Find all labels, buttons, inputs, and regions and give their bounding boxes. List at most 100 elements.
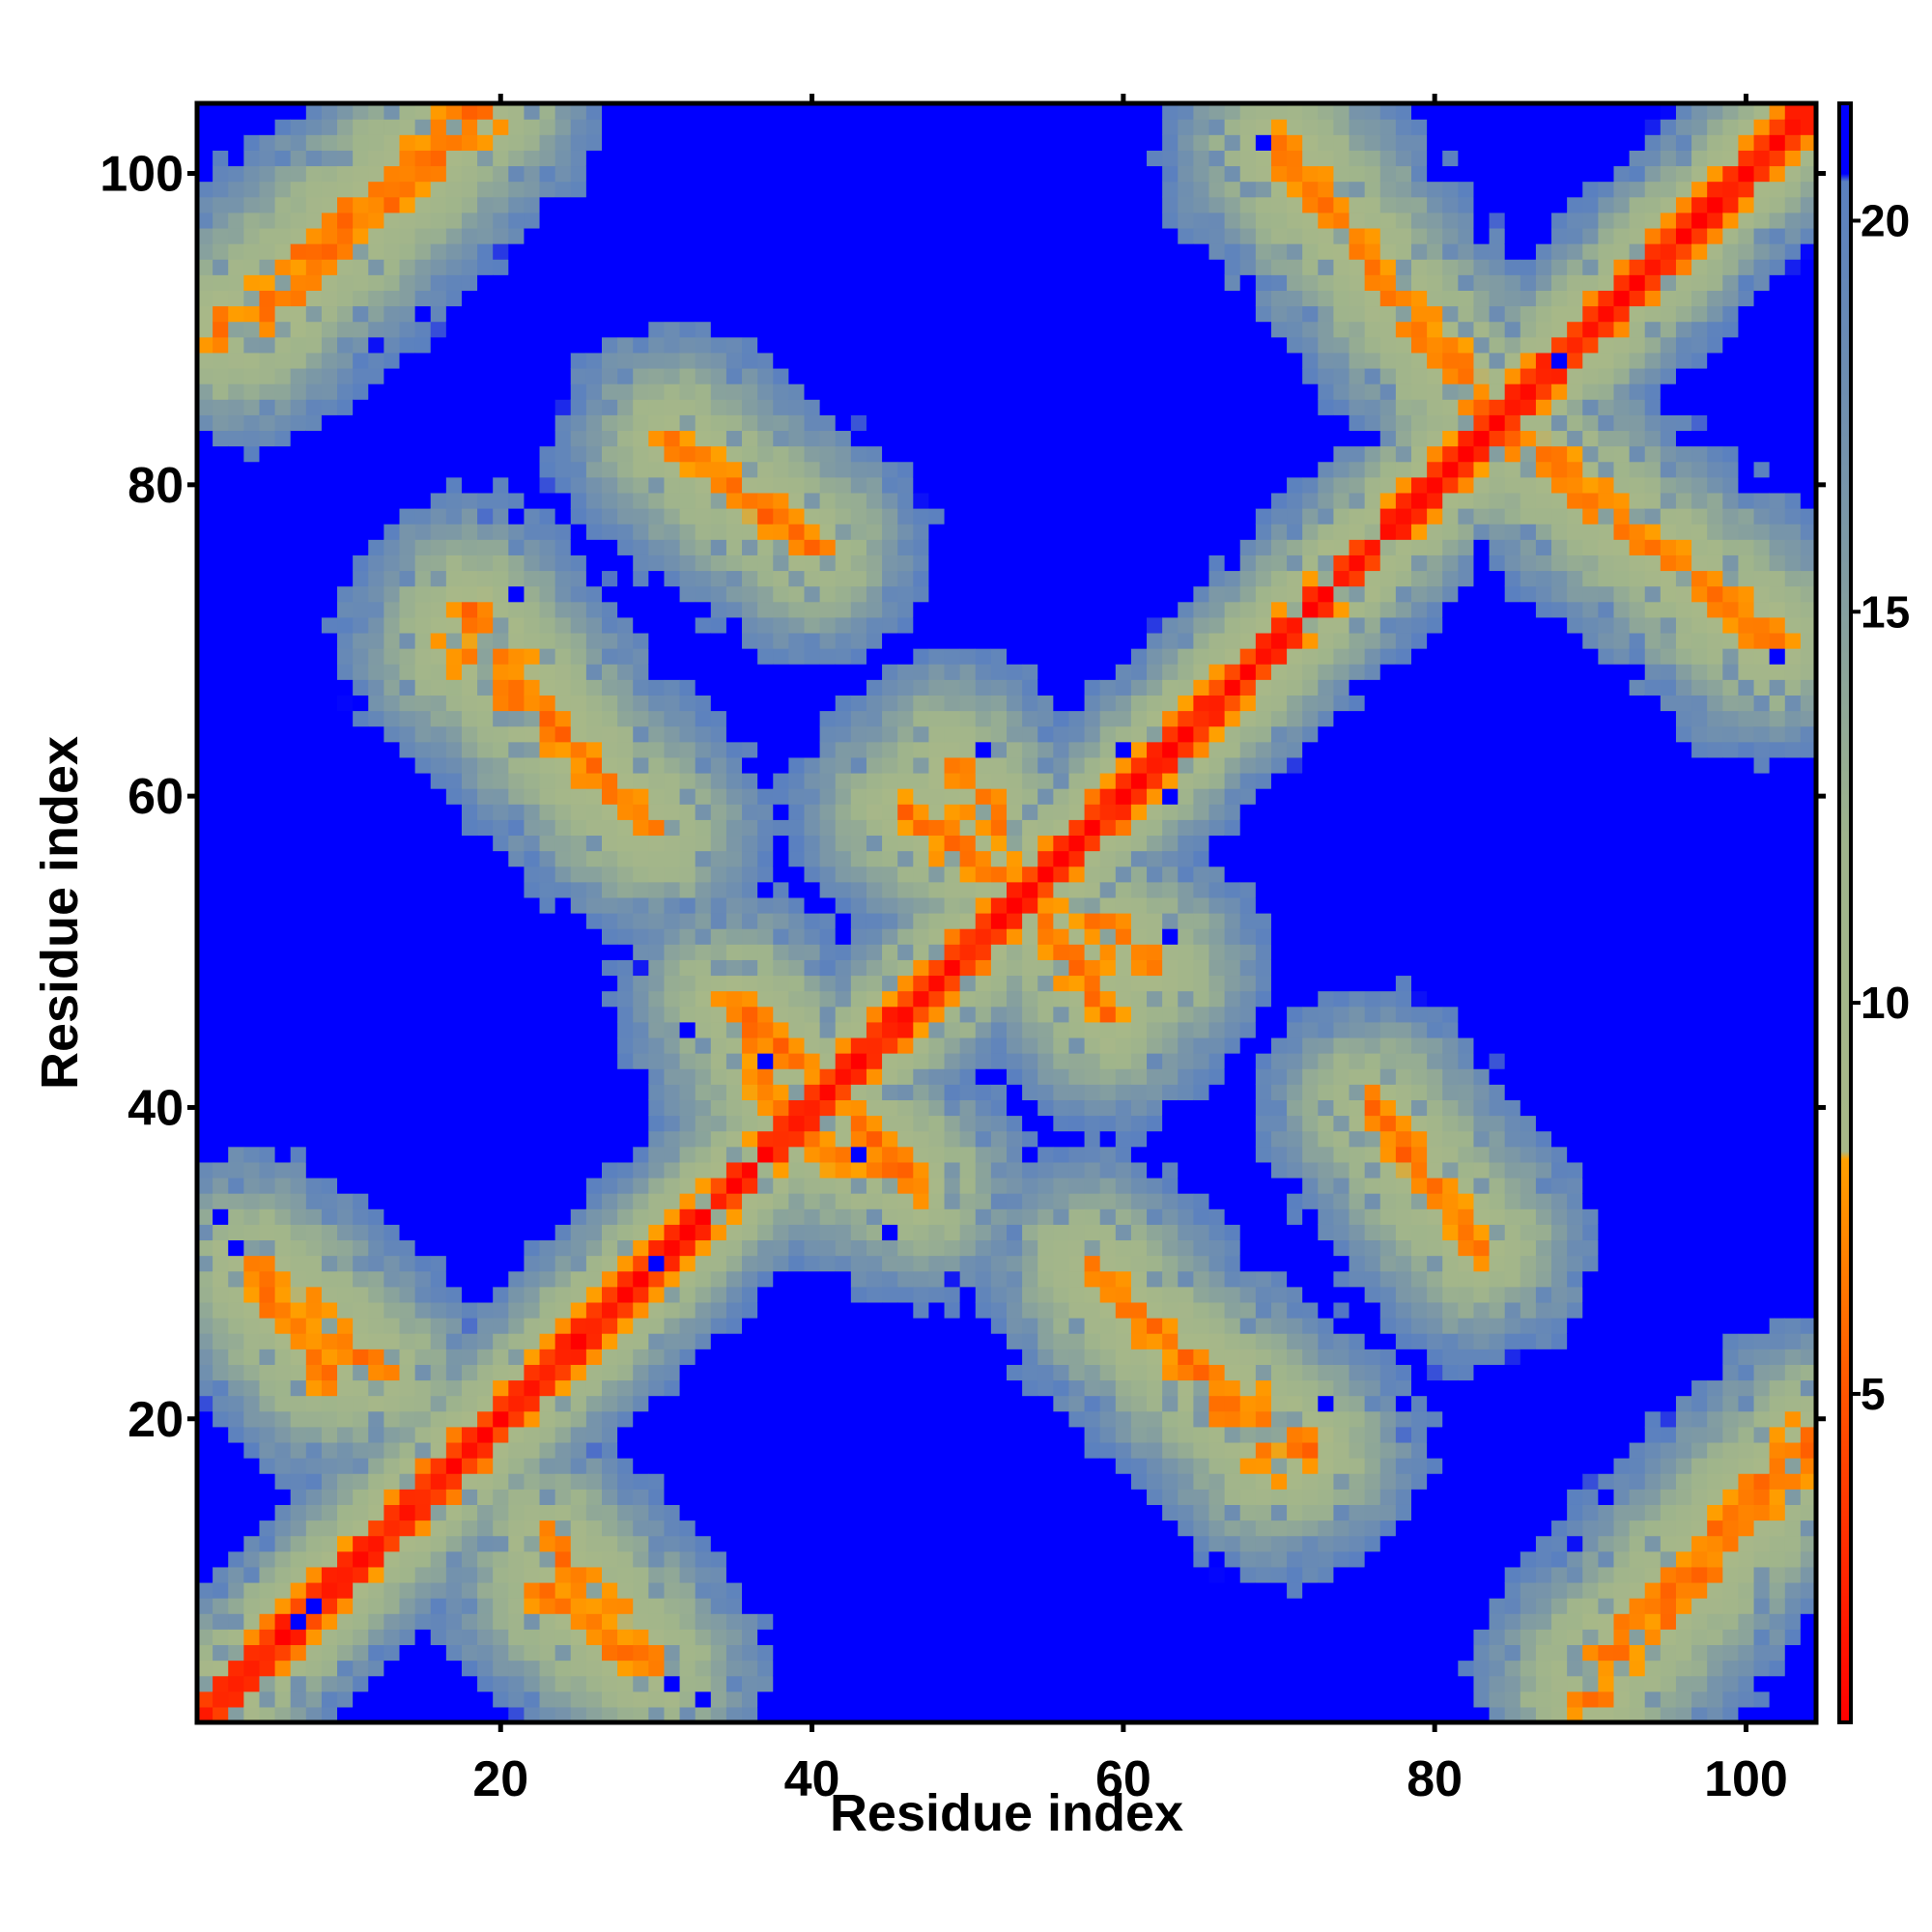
heatmap-cell [430,788,447,805]
heatmap-cell [742,1489,758,1505]
heatmap-cell [570,1489,587,1505]
heatmap-cell [228,1270,244,1288]
heatmap-cell [633,1489,649,1505]
heatmap-cell [850,165,867,183]
heatmap-cell [554,585,572,603]
heatmap-cell [788,570,806,587]
heatmap-cell [570,648,587,665]
heatmap-cell [228,1115,244,1132]
heatmap-cell [913,1349,930,1365]
heatmap-cell [493,944,509,960]
heatmap-cell [399,1255,416,1272]
heatmap-cell [384,399,401,415]
heatmap-cell [321,866,338,883]
heatmap-cell [602,212,618,229]
heatmap-cell [695,150,712,167]
heatmap-cell [679,1489,696,1505]
heatmap-cell [695,1613,712,1630]
heatmap-cell [617,1349,634,1365]
heatmap-cell [928,259,946,275]
heatmap-cell [757,212,774,229]
heatmap-cell [384,990,401,1008]
heatmap-cell [928,243,946,260]
heatmap-cell [197,1333,213,1350]
heatmap-cell [197,772,213,789]
heatmap-cell [585,1644,603,1662]
heatmap-cell [788,1068,806,1085]
heatmap-cell [679,305,696,323]
heatmap-cell [679,1084,696,1100]
heatmap-cell [633,1130,649,1148]
heatmap-cell [773,1177,789,1194]
heatmap-cell [290,632,307,649]
heatmap-cell [882,1629,898,1646]
heatmap-cell [710,367,727,384]
heatmap-cell [243,664,261,680]
heatmap-cell [819,679,837,696]
heatmap-cell [399,1473,416,1490]
heatmap-cell [274,1550,292,1568]
heatmap-cell [445,1130,463,1148]
heatmap-cell [259,227,276,244]
heatmap-cell [368,1379,384,1397]
heatmap-cell [290,1130,307,1148]
heatmap-cell [305,1255,323,1272]
heatmap-cell [897,1255,914,1272]
heatmap-cell [508,1458,526,1474]
heatmap-cell [399,165,416,183]
heatmap-cell [477,632,494,649]
heatmap-cell [882,1504,898,1521]
heatmap-cell [353,1193,369,1209]
heatmap-cell [213,1458,229,1474]
heatmap-cell [804,1550,821,1568]
heatmap-cell [305,1333,323,1350]
heatmap-cell [633,1318,649,1334]
heatmap-cell [461,1021,478,1038]
heatmap-cell [819,1504,837,1521]
heatmap-cell [742,1660,758,1677]
heatmap-cell [477,725,494,743]
heatmap-cell [353,1177,369,1194]
heatmap-cell [664,664,681,680]
heatmap-cell [321,881,338,898]
heatmap-cell [897,1037,914,1054]
heatmap-cell [773,1255,789,1272]
heatmap-cell [928,492,946,509]
heatmap-cell [773,1598,789,1614]
heatmap-cell [602,1270,618,1288]
heatmap-cell [725,1675,743,1692]
heatmap-cell [710,1473,727,1490]
heatmap-cell [321,664,338,680]
heatmap-cell [445,539,463,555]
heatmap-cell [305,212,323,229]
heatmap-cell [321,1177,338,1194]
heatmap-cell [773,1379,789,1397]
heatmap-cell [725,352,743,369]
heatmap-cell [384,554,401,572]
heatmap-cell [804,524,821,540]
heatmap-cell [788,492,806,509]
heatmap-cell [664,259,681,275]
heatmap-cell [570,554,587,572]
heatmap-cell [554,1566,572,1583]
heatmap-cell [493,710,509,727]
heatmap-cell [617,570,634,587]
heatmap-cell [461,881,478,898]
heatmap-cell [274,134,292,151]
heatmap-cell [602,321,618,338]
heatmap-cell [695,866,712,883]
heatmap-cell [804,181,821,198]
heatmap-cell [913,679,930,696]
heatmap-cell [368,1208,384,1225]
heatmap-cell [399,414,416,432]
heatmap-cell [819,944,837,960]
heatmap-cell [819,788,837,805]
heatmap-cell [725,850,743,867]
heatmap-cell [539,476,556,494]
heatmap-cell [554,866,572,883]
heatmap-cell [508,1053,526,1069]
heatmap-cell [508,850,526,867]
heatmap-cell [585,1255,603,1272]
heatmap-cell [617,1037,634,1054]
heatmap-cell [290,679,307,696]
